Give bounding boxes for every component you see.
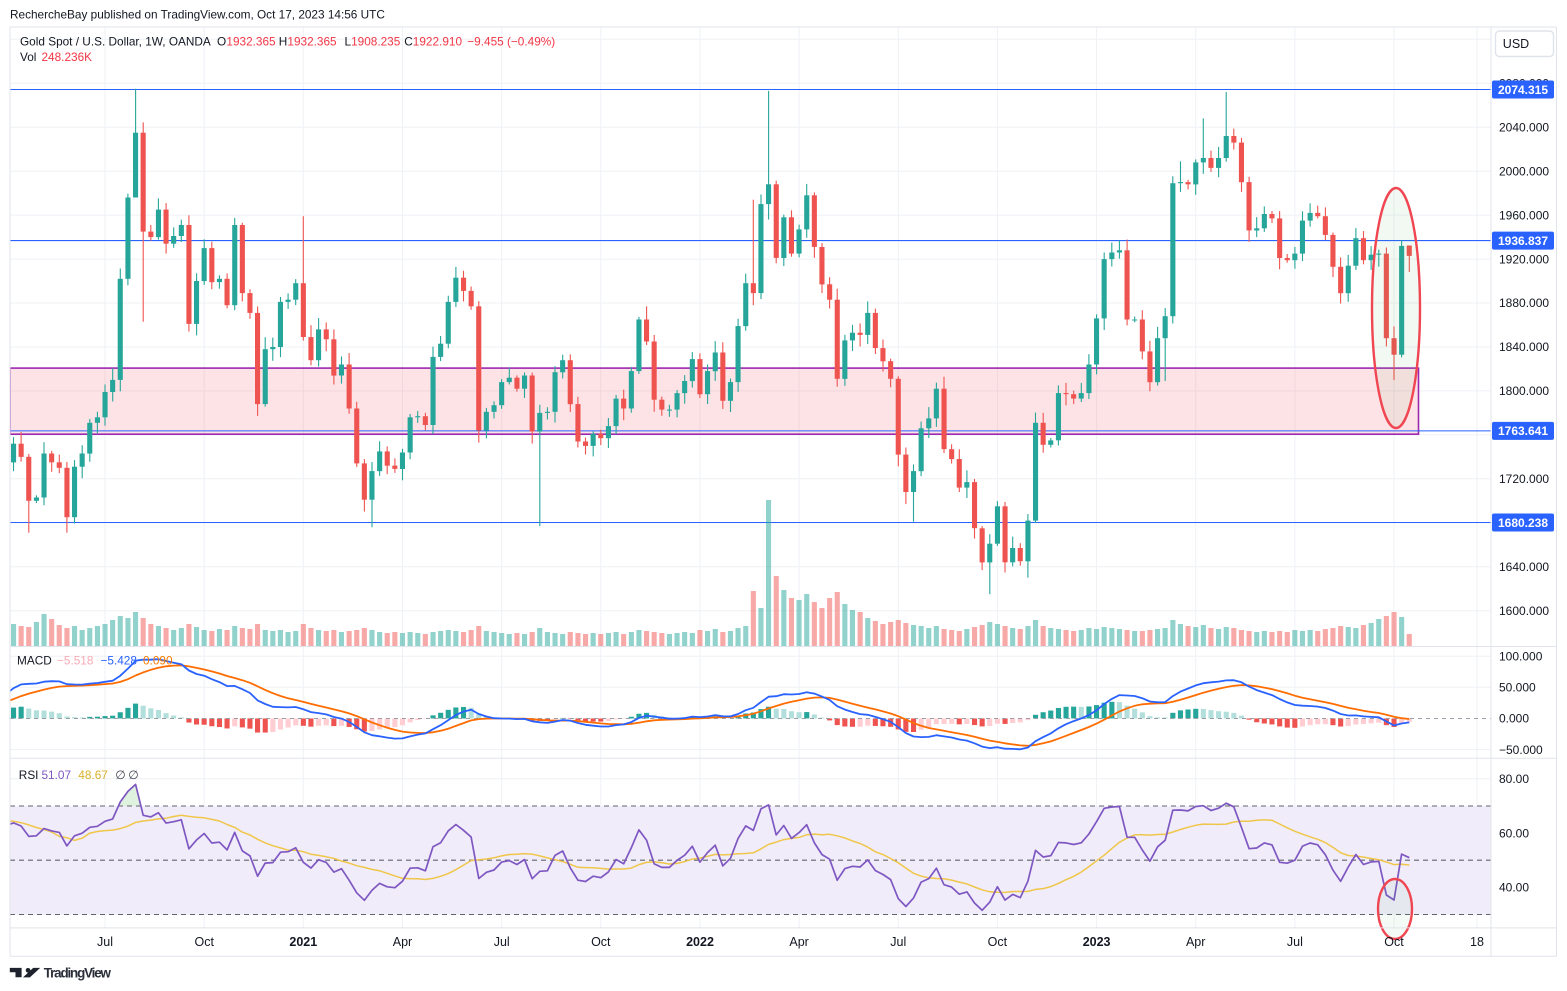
svg-text:∅: ∅ <box>128 768 138 782</box>
svg-text:1640.000: 1640.000 <box>1499 560 1549 574</box>
svg-text:Jul: Jul <box>494 935 510 949</box>
svg-text:Oct: Oct <box>591 935 611 949</box>
svg-text:1840.000: 1840.000 <box>1499 340 1549 354</box>
svg-text:Jul: Jul <box>890 935 906 949</box>
svg-text:1800.000: 1800.000 <box>1499 384 1549 398</box>
svg-text:∅: ∅ <box>115 768 125 782</box>
svg-text:−5.428: −5.428 <box>101 654 138 668</box>
svg-text:100.000: 100.000 <box>1499 649 1543 663</box>
svg-text:2022: 2022 <box>686 935 714 949</box>
svg-text:RechercheBay published on Trad: RechercheBay published on TradingView.co… <box>10 8 385 22</box>
svg-text:Jul: Jul <box>1287 935 1303 949</box>
svg-text:RSI: RSI <box>19 768 39 782</box>
svg-text:80.00: 80.00 <box>1499 772 1529 786</box>
svg-text:1920.000: 1920.000 <box>1499 252 1549 266</box>
svg-text:1932.365: 1932.365 <box>287 35 337 49</box>
svg-text:H: H <box>279 35 288 49</box>
svg-text:40.00: 40.00 <box>1499 881 1529 895</box>
svg-text:1763.641: 1763.641 <box>1498 424 1548 438</box>
svg-text:−9.455 (−0.49%): −9.455 (−0.49%) <box>467 35 555 49</box>
svg-text:48.67: 48.67 <box>78 768 108 782</box>
svg-text:USD: USD <box>1503 37 1529 51</box>
svg-text:50.000: 50.000 <box>1499 681 1536 695</box>
svg-text:1908.235: 1908.235 <box>351 35 401 49</box>
svg-text:Jul: Jul <box>97 935 113 949</box>
svg-text:1936.837: 1936.837 <box>1498 234 1548 248</box>
svg-text:Apr: Apr <box>1186 935 1205 949</box>
svg-text:−50.000: −50.000 <box>1499 743 1543 757</box>
svg-text:1932.365: 1932.365 <box>226 35 276 49</box>
svg-text:MACD: MACD <box>17 654 52 668</box>
svg-text:18: 18 <box>1470 935 1484 949</box>
svg-text:51.07: 51.07 <box>42 768 72 782</box>
svg-text:Oct: Oct <box>194 935 214 949</box>
svg-text:Apr: Apr <box>789 935 808 949</box>
svg-text:Apr: Apr <box>393 935 412 949</box>
svg-text:2000.000: 2000.000 <box>1499 164 1549 178</box>
svg-text:2040.000: 2040.000 <box>1499 120 1549 134</box>
svg-text:Oct: Oct <box>1384 935 1404 949</box>
svg-text:C: C <box>404 35 413 49</box>
svg-text:TradingView: TradingView <box>44 966 112 981</box>
svg-text:248.236K: 248.236K <box>42 50 93 64</box>
svg-text:Gold Spot / U.S. Dollar, 1W, O: Gold Spot / U.S. Dollar, 1W, OANDA <box>20 35 211 49</box>
svg-text:0.000: 0.000 <box>1499 712 1529 726</box>
svg-text:1680.238: 1680.238 <box>1498 516 1548 530</box>
svg-text:2023: 2023 <box>1083 935 1111 949</box>
svg-text:−5.518: −5.518 <box>57 654 94 668</box>
svg-text:2074.315: 2074.315 <box>1498 83 1548 97</box>
svg-text:1720.000: 1720.000 <box>1499 472 1549 486</box>
svg-text:1922.910: 1922.910 <box>413 35 463 49</box>
svg-text:1960.000: 1960.000 <box>1499 208 1549 222</box>
svg-text:1880.000: 1880.000 <box>1499 296 1549 310</box>
svg-text:O: O <box>217 35 226 49</box>
svg-text:1600.000: 1600.000 <box>1499 604 1549 618</box>
svg-text:Oct: Oct <box>988 935 1008 949</box>
svg-text:0.090: 0.090 <box>143 654 173 668</box>
svg-text:Vol: Vol <box>20 50 36 64</box>
svg-text:60.00: 60.00 <box>1499 826 1529 840</box>
svg-text:L: L <box>345 35 352 49</box>
svg-text:2021: 2021 <box>289 935 317 949</box>
